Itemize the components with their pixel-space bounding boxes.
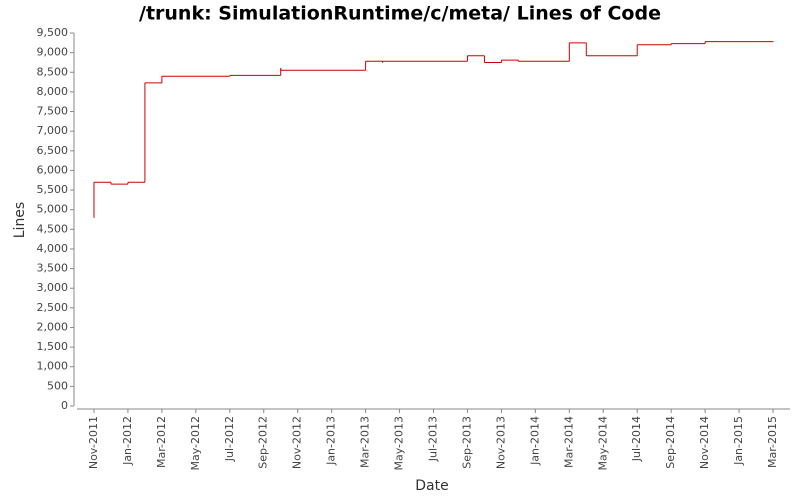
- x-tick-label: Nov-2012: [291, 416, 304, 469]
- y-tick-label: 2,500: [37, 301, 69, 314]
- x-tick-label: Jul-2013: [427, 416, 440, 462]
- y-tick-label: 1,000: [37, 360, 69, 373]
- x-axis-label: Date: [415, 478, 448, 494]
- y-tick-label: 2,000: [37, 320, 69, 333]
- x-tick-label: May-2013: [393, 416, 406, 471]
- y-tick-label: 1,500: [37, 340, 69, 353]
- y-tick-label: 5,000: [37, 203, 69, 216]
- y-tick-label: 0: [61, 399, 68, 412]
- x-tick-label: Nov-2011: [87, 416, 100, 469]
- y-tick-label: 4,500: [37, 222, 69, 235]
- x-tick-label: Jul-2014: [630, 416, 643, 462]
- y-tick-label: 8,500: [37, 65, 69, 78]
- x-tick-label: Mar-2014: [562, 416, 575, 468]
- x-tick-label: Sep-2014: [664, 416, 677, 469]
- y-tick-label: 8,000: [37, 85, 69, 98]
- y-tick-label: 7,500: [37, 105, 69, 118]
- x-tick-label: Jan-2014: [528, 416, 541, 466]
- y-tick-label: 500: [47, 379, 68, 392]
- x-tick-label: Sep-2013: [460, 416, 473, 469]
- y-tick-label: 5,500: [37, 183, 69, 196]
- chart-title: /trunk: SimulationRuntime/c/meta/ Lines …: [139, 3, 661, 25]
- x-tick-label: Jul-2012: [223, 416, 236, 462]
- x-tick-label: Mar-2013: [359, 416, 372, 468]
- x-tick-label: Jan-2015: [732, 416, 745, 466]
- y-tick-label: 6,000: [37, 163, 69, 176]
- y-tick-label: 7,000: [37, 124, 69, 137]
- y-tick-label: 9,000: [37, 46, 69, 59]
- x-tick-label: Sep-2012: [257, 416, 270, 469]
- y-tick-label: 4,000: [37, 242, 69, 255]
- x-tick-label: Jan-2012: [121, 416, 134, 466]
- x-tick-label: Mar-2012: [155, 416, 168, 468]
- x-tick-label: Nov-2014: [698, 416, 711, 469]
- y-tick-label: 3,000: [37, 281, 69, 294]
- y-tick-label: 9,500: [37, 26, 69, 39]
- x-tick-label: May-2014: [596, 416, 609, 471]
- x-tick-label: Jan-2013: [325, 416, 338, 466]
- y-axis-label: Lines: [12, 202, 28, 238]
- y-tick-label: 3,500: [37, 262, 69, 275]
- plot-area: [77, 33, 790, 406]
- x-tick-label: May-2012: [189, 416, 202, 471]
- x-tick-label: Nov-2013: [494, 416, 507, 469]
- x-tick-label: Mar-2015: [766, 416, 779, 468]
- y-tick-label: 6,500: [37, 144, 69, 157]
